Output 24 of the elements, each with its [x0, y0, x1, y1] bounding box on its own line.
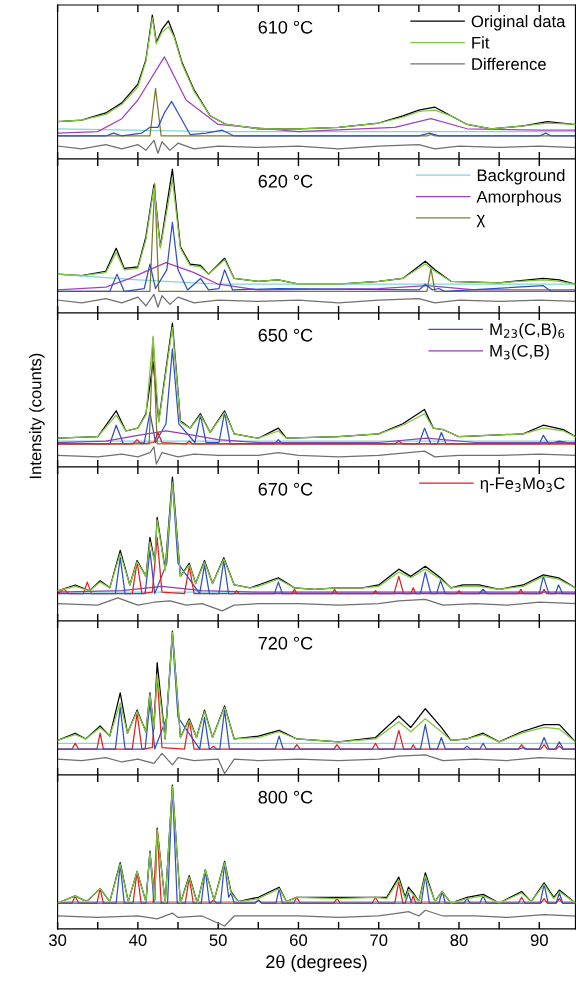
x-axis-title: 2θ (degrees): [266, 954, 367, 972]
x-tick-label: 30: [48, 934, 67, 947]
legend-label: Original data: [471, 15, 566, 31]
x-tick-label: 70: [370, 934, 388, 947]
chart-title: 720 °C: [258, 636, 313, 650]
chart-title: 620 °C: [258, 174, 313, 188]
chart-title: 610 °C: [258, 20, 313, 34]
chart-title: 800 °C: [258, 790, 313, 804]
x-tick-label: 90: [530, 934, 548, 947]
y-axis-title: Intensity (counts): [29, 353, 45, 479]
x-tick-label: 80: [450, 934, 468, 947]
legend-label: η-Fe$_{3}$Mo$_{3}$C: [480, 477, 565, 493]
x-tick-label: 50: [209, 934, 227, 947]
legend-label: χ: [476, 214, 486, 228]
legend-label: Difference: [472, 57, 546, 70]
legend-label: Amorphous: [476, 190, 562, 206]
chart-title: 650 °C: [258, 328, 313, 342]
x-tick-label: 40: [129, 934, 147, 947]
legend-label: M$_{23}$(C,B)$_{6}$: [490, 322, 565, 339]
legend-label: Fit: [472, 36, 490, 49]
legend-label: M$_{3}$(C,B): [490, 344, 549, 361]
legend-label: Background: [477, 168, 565, 185]
x-tick-label: 60: [290, 934, 308, 947]
chart-title: 670 °C: [258, 482, 313, 496]
